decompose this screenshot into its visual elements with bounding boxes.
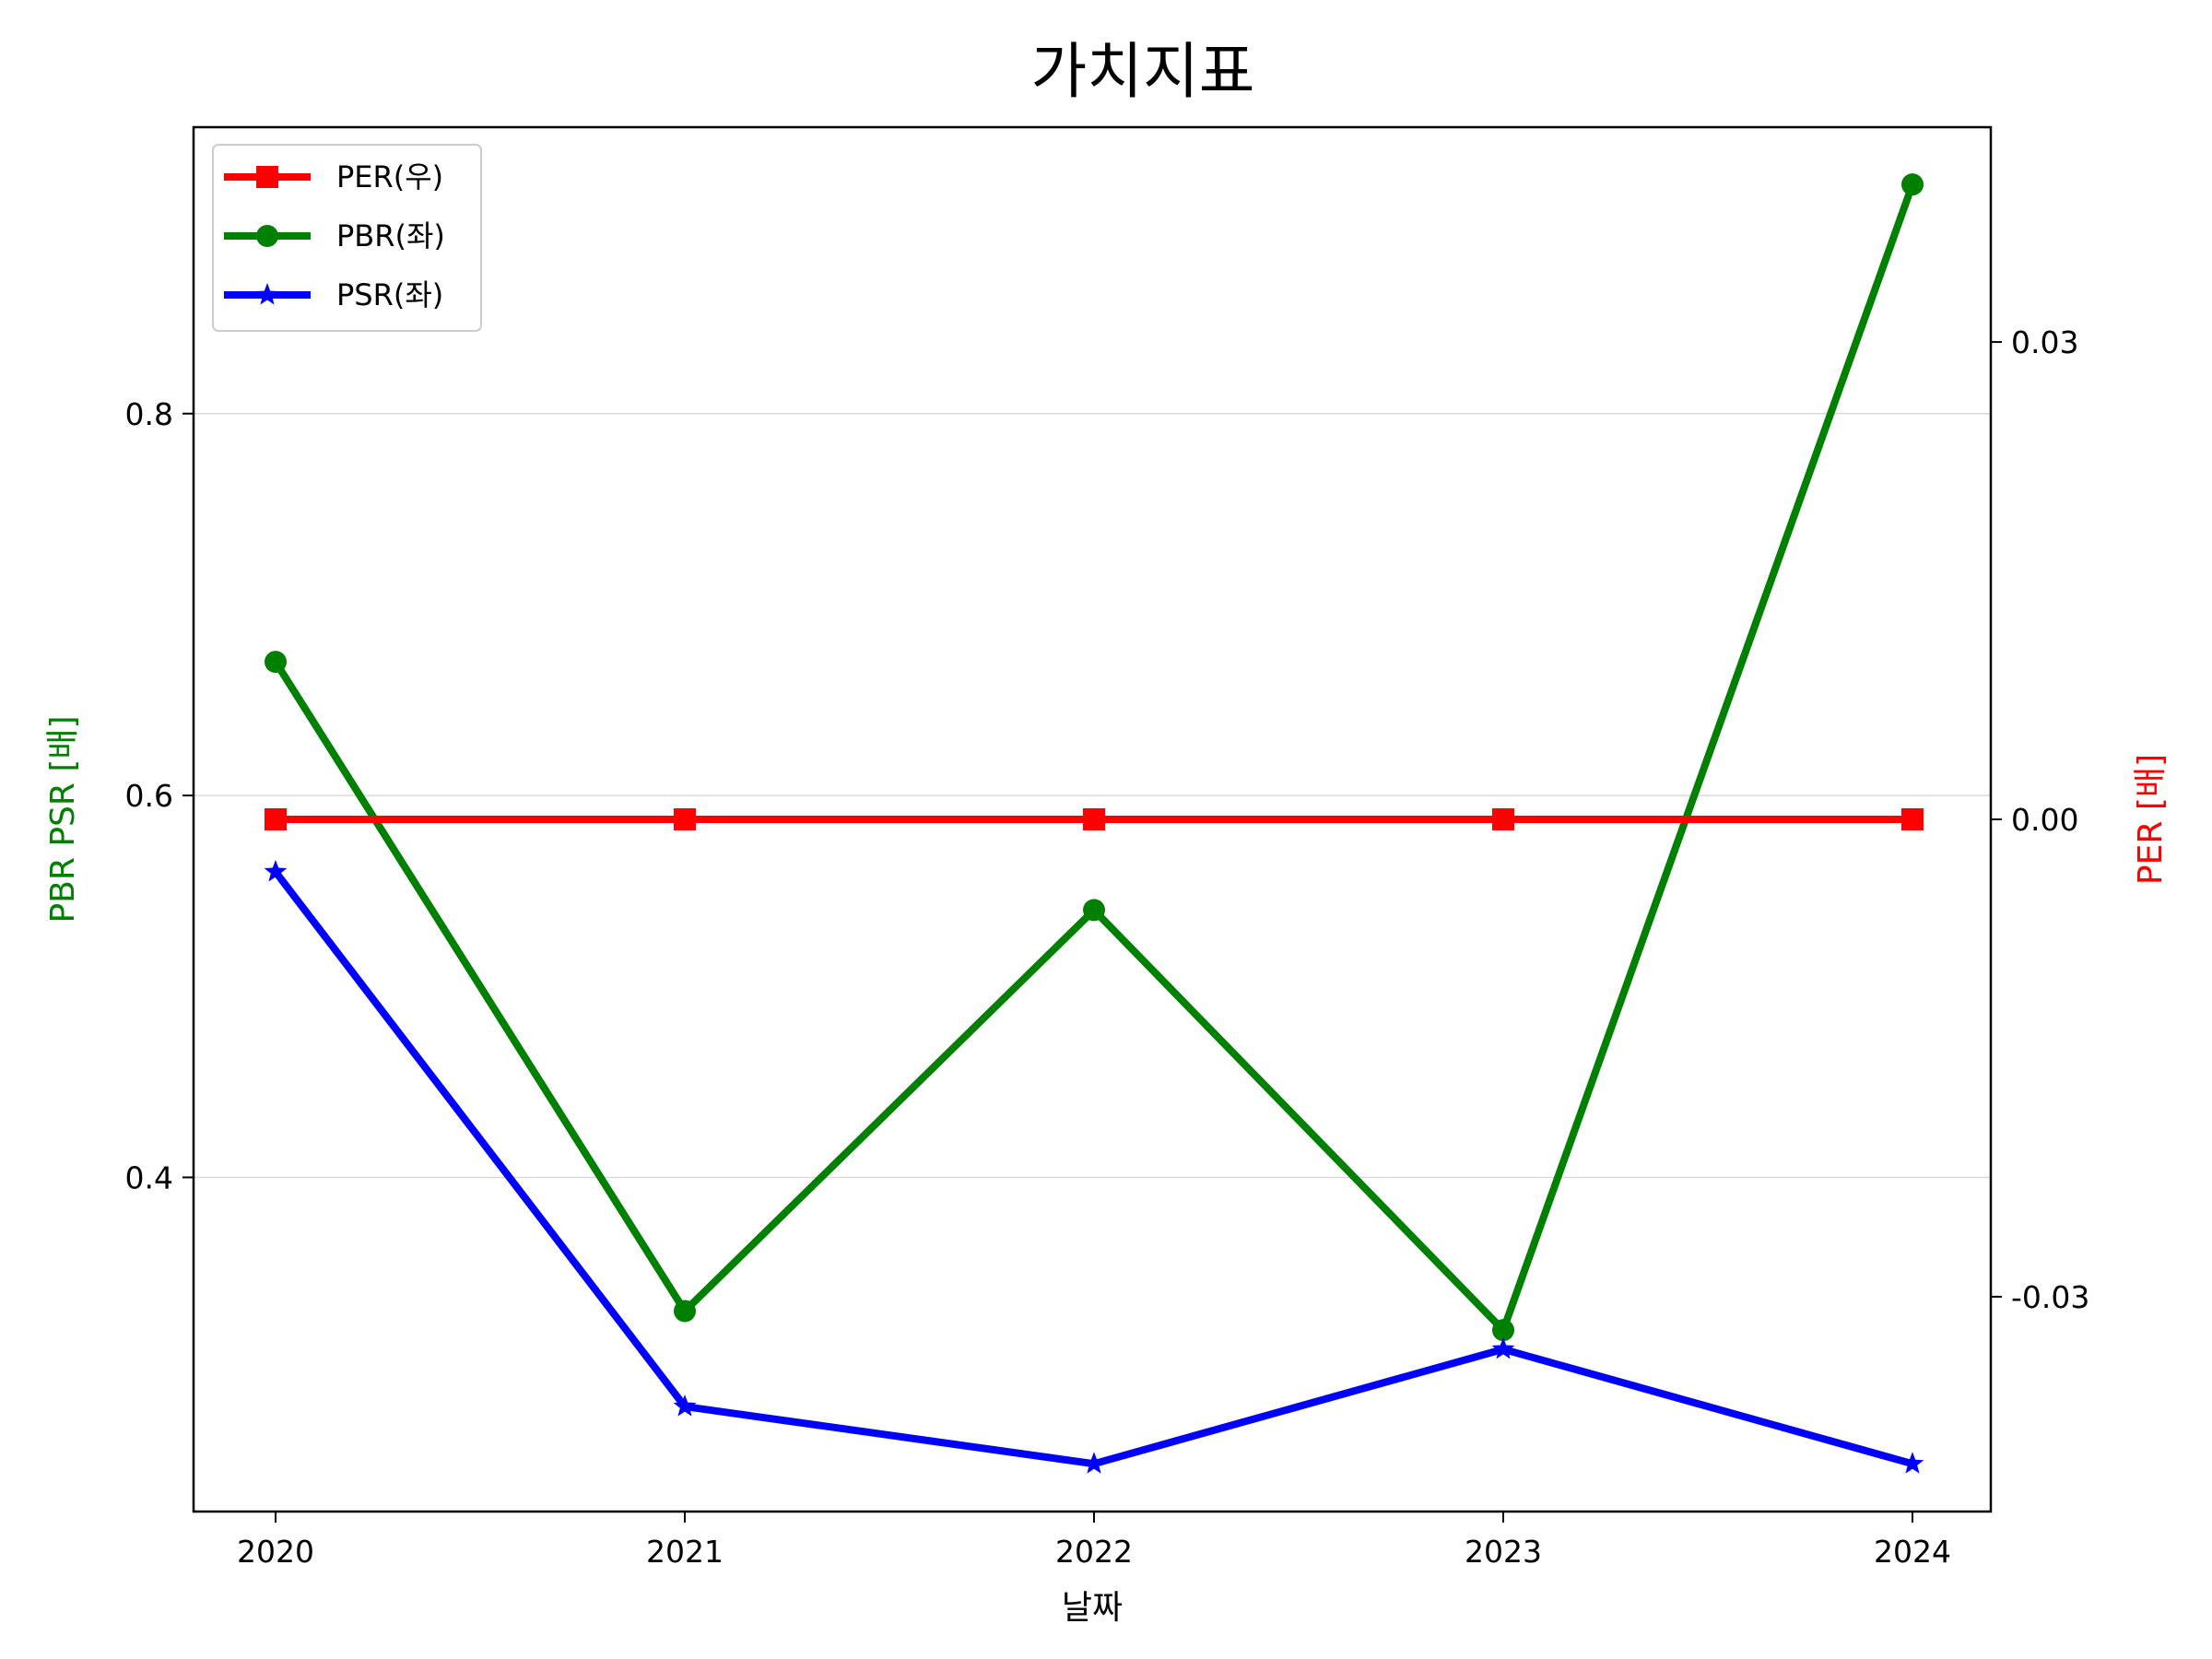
series-per-point [265,808,287,830]
series-pbr-line [272,182,1916,1335]
legend-box [212,144,482,332]
y-left-tick-label: 0.6 [125,778,173,814]
series-per-point [674,808,696,830]
y-right-tick-label: 0.03 [2011,324,2078,360]
series-psr-point [264,860,288,882]
legend-swatch-marker-per [256,166,278,188]
y-axis-left: 0.4 0.6 0.8 [125,396,194,1195]
legend-swatch-marker-pbr [256,225,278,247]
y-left-tick-label: 0.8 [125,396,173,432]
legend-label-per: PER(우) [336,159,443,194]
gridlines [194,413,1991,1179]
series-pbr-point [1492,1319,1514,1342]
x-tick-label: 2023 [1465,1534,1542,1570]
series-per [265,808,1924,830]
series-psr-point [1900,1452,1924,1474]
legend-label-psr: PSR(좌) [336,277,443,312]
y-left-tick-label: 0.4 [125,1159,173,1195]
series-lines [264,173,1924,1474]
series-pbr [265,173,1924,1342]
legend: PER(우) PBR(좌) PSR(좌) [212,144,482,332]
series-pbr-point [265,651,287,674]
series-psr-point [1082,1452,1106,1474]
series-psr [264,860,1924,1474]
series-pbr-point [1901,173,1924,196]
y-axis-right-label: PER [배] [2132,754,2170,885]
x-tick-label: 2020 [237,1534,314,1570]
legend-label-pbr: PBR(좌) [336,218,445,253]
y-axis-left-label: PBR PSR [배] [44,715,82,923]
x-axis: 2020 2021 2022 2023 2024 [237,1512,1951,1570]
series-per-point [1083,808,1105,830]
chart-title: 가치지표 [1031,36,1255,107]
series-psr-line [272,869,1914,1468]
series-per-point [1492,808,1514,830]
series-psr-point [1491,1336,1515,1359]
series-psr-point [673,1394,697,1417]
x-tick-label: 2022 [1055,1534,1133,1570]
y-right-tick-label: 0.00 [2011,802,2078,838]
x-tick-label: 2021 [646,1534,724,1570]
x-tick-label: 2024 [1874,1534,1951,1570]
y-axis-right: -0.03 0.00 0.03 [1991,324,2089,1315]
series-pbr-point [1083,899,1105,922]
series-pbr-point [674,1300,696,1323]
y-right-tick-label: -0.03 [2011,1279,2089,1315]
x-axis-label: 날짜 [1062,1589,1123,1627]
legend-swatch-marker-psr [255,283,279,305]
series-per-point [1901,808,1924,830]
